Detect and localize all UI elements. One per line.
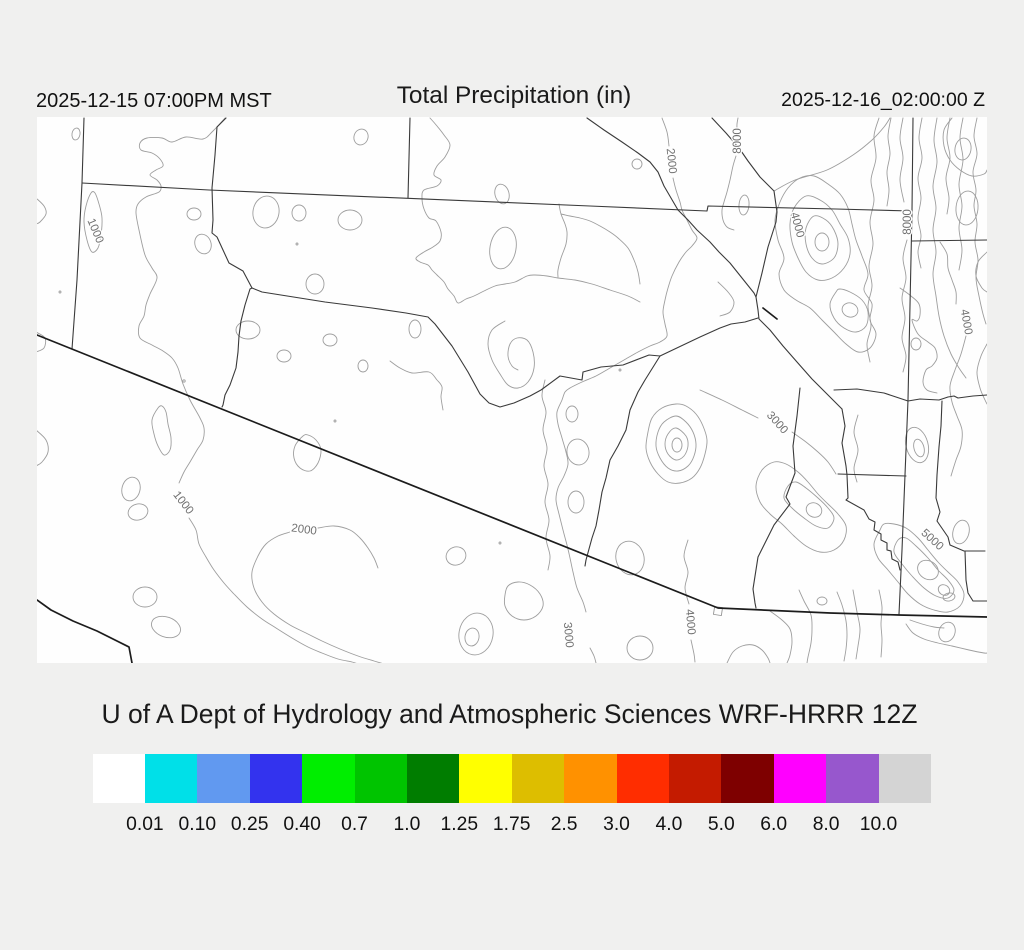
svg-text:3000: 3000 — [561, 622, 575, 649]
svg-text:8000: 8000 — [732, 128, 744, 154]
svg-text:4000: 4000 — [958, 308, 974, 335]
svg-text:8000: 8000 — [902, 209, 914, 235]
svg-text:4000: 4000 — [683, 609, 697, 636]
svg-text:2000: 2000 — [664, 148, 679, 175]
svg-text:2000: 2000 — [290, 522, 317, 537]
